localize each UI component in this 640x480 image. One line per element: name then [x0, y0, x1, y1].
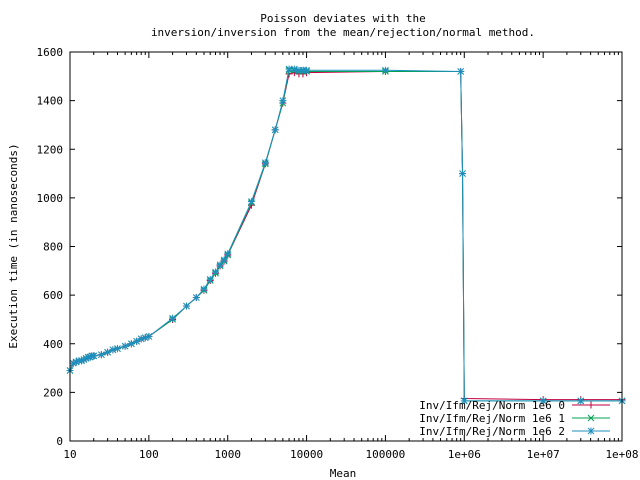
data-point: [279, 97, 287, 105]
y-tick-label: 600: [43, 289, 63, 302]
x-axis-label: Mean: [330, 467, 357, 480]
data-point: [381, 66, 389, 74]
data-point: [97, 351, 105, 359]
legend-marker: [587, 414, 595, 422]
series-0: [66, 67, 626, 404]
data-point: [271, 126, 279, 134]
data-point: [206, 275, 214, 283]
data-point: [211, 268, 219, 276]
legend-label: Inv/Ifm/Rej/Norm 1e6 2: [419, 425, 565, 438]
chart-title-line-2: inversion/inversion from the mean/reject…: [151, 26, 535, 39]
series-2: [66, 65, 626, 405]
data-point: [247, 198, 255, 206]
data-point: [137, 335, 145, 343]
data-point: [169, 314, 177, 322]
x-tick-label: 1e+08: [605, 448, 638, 461]
x-tick-label: 1e+06: [448, 448, 481, 461]
y-tick-label: 0: [56, 435, 63, 448]
y-tick-label: 1200: [37, 143, 64, 156]
x-tick-label: 1000: [214, 448, 241, 461]
data-point: [577, 397, 585, 405]
data-point: [216, 261, 224, 269]
series-line: [69, 69, 622, 402]
data-point: [261, 159, 269, 167]
data-point: [220, 256, 228, 264]
y-tick-label: 200: [43, 386, 63, 399]
series-line: [69, 68, 622, 402]
data-point: [285, 65, 293, 73]
data-point: [121, 342, 129, 350]
data-point: [459, 170, 467, 178]
x-tick-label: 100: [139, 448, 159, 461]
x-tick-label: 10000: [290, 448, 323, 461]
data-point: [290, 65, 298, 73]
data-point: [303, 66, 311, 74]
data-point: [460, 397, 468, 405]
y-tick-label: 1600: [37, 46, 64, 59]
series-group: [66, 65, 626, 405]
series-line: [69, 70, 622, 401]
data-point: [200, 285, 208, 293]
data-point: [145, 332, 153, 340]
x-tick-label: 10: [63, 448, 76, 461]
chart-title-line-1: Poisson deviates with the: [260, 12, 426, 25]
y-tick-label: 1000: [37, 192, 64, 205]
legend-label: Inv/Ifm/Rej/Norm 1e6 0: [419, 399, 565, 412]
legend-marker: [587, 427, 595, 435]
legend-label: Inv/Ifm/Rej/Norm 1e6 1: [419, 412, 565, 425]
legend-marker: [587, 401, 595, 409]
data-point: [457, 67, 465, 75]
y-tick-label: 800: [43, 241, 63, 254]
y-axis-label: Execution time (in nanoseconds): [7, 143, 20, 348]
x-tick-label: 100000: [366, 448, 406, 461]
data-point: [109, 346, 117, 354]
y-tick-label: 1400: [37, 95, 64, 108]
series-1: [66, 66, 626, 405]
data-point: [224, 250, 232, 258]
data-point: [192, 294, 200, 302]
data-point: [182, 302, 190, 310]
plot-frame: [69, 51, 623, 442]
x-tick-label: 1e+07: [527, 448, 560, 461]
y-tick-label: 400: [43, 338, 63, 351]
data-point: [90, 352, 98, 360]
data-point: [113, 345, 121, 353]
data-point: [539, 397, 547, 405]
